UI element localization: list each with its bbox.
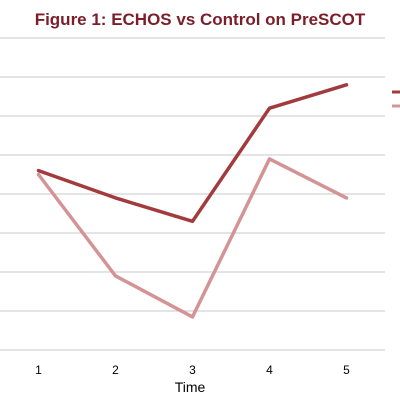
- legend: [392, 90, 400, 108]
- data-point: [345, 83, 348, 87]
- x-tick-label: 4: [266, 363, 273, 377]
- x-tick-label: 1: [35, 363, 42, 377]
- data-point: [191, 315, 194, 319]
- data-point: [268, 106, 271, 110]
- x-tick-label: 3: [189, 363, 196, 377]
- x-axis-title: Time: [175, 379, 206, 395]
- series-line-2: [36, 157, 349, 319]
- data-point: [37, 173, 40, 176]
- data-point: [268, 157, 271, 161]
- x-tick-labels: 1 2 3 4 5: [35, 363, 350, 377]
- data-point: [114, 274, 117, 278]
- data-point: [345, 196, 348, 200]
- x-tick-label: 2: [112, 363, 119, 377]
- data-point: [37, 169, 40, 173]
- series-lines: [36, 83, 349, 319]
- data-point: [114, 196, 117, 200]
- series-line-1: [36, 83, 349, 224]
- x-tick-label: 5: [343, 363, 350, 377]
- data-point: [191, 219, 194, 223]
- chart-title: Figure 1: ECHOS vs Control on PreSCOT: [34, 10, 366, 29]
- gridlines: [0, 37, 385, 351]
